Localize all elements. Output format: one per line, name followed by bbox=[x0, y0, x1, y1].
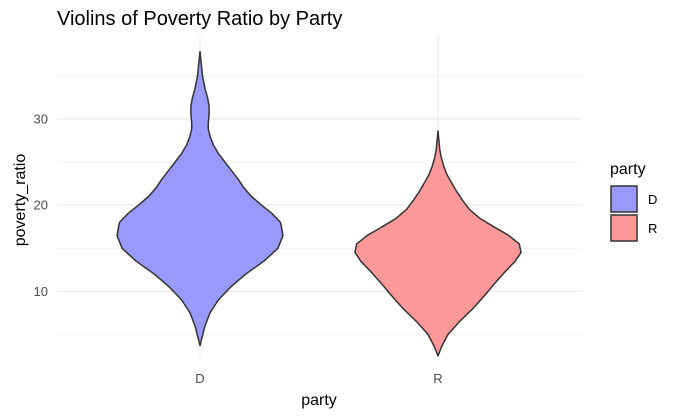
legend-label-d: D bbox=[648, 192, 657, 207]
y-tick-label: 20 bbox=[34, 198, 48, 213]
violin-d bbox=[116, 50, 284, 347]
plot-panel bbox=[57, 37, 582, 356]
x-tick-label: R bbox=[433, 371, 442, 386]
legend-key-r bbox=[610, 214, 638, 242]
legend-key-d bbox=[610, 185, 638, 213]
y-axis-title: poverty_ratio bbox=[12, 154, 29, 247]
chart-title: Violins of Poverty Ratio by Party bbox=[57, 8, 342, 30]
legend: party DR bbox=[610, 161, 657, 242]
legend-title: party bbox=[610, 161, 646, 178]
x-tick-label: D bbox=[195, 371, 204, 386]
y-tick-label: 10 bbox=[34, 284, 48, 299]
y-tick-label: 30 bbox=[34, 111, 48, 126]
legend-label-r: R bbox=[648, 221, 657, 236]
violin-r bbox=[354, 130, 522, 357]
x-axis-title: party bbox=[301, 392, 337, 409]
violins-layer bbox=[116, 50, 522, 357]
y-axis-ticks: 10 20 30 bbox=[34, 111, 48, 298]
